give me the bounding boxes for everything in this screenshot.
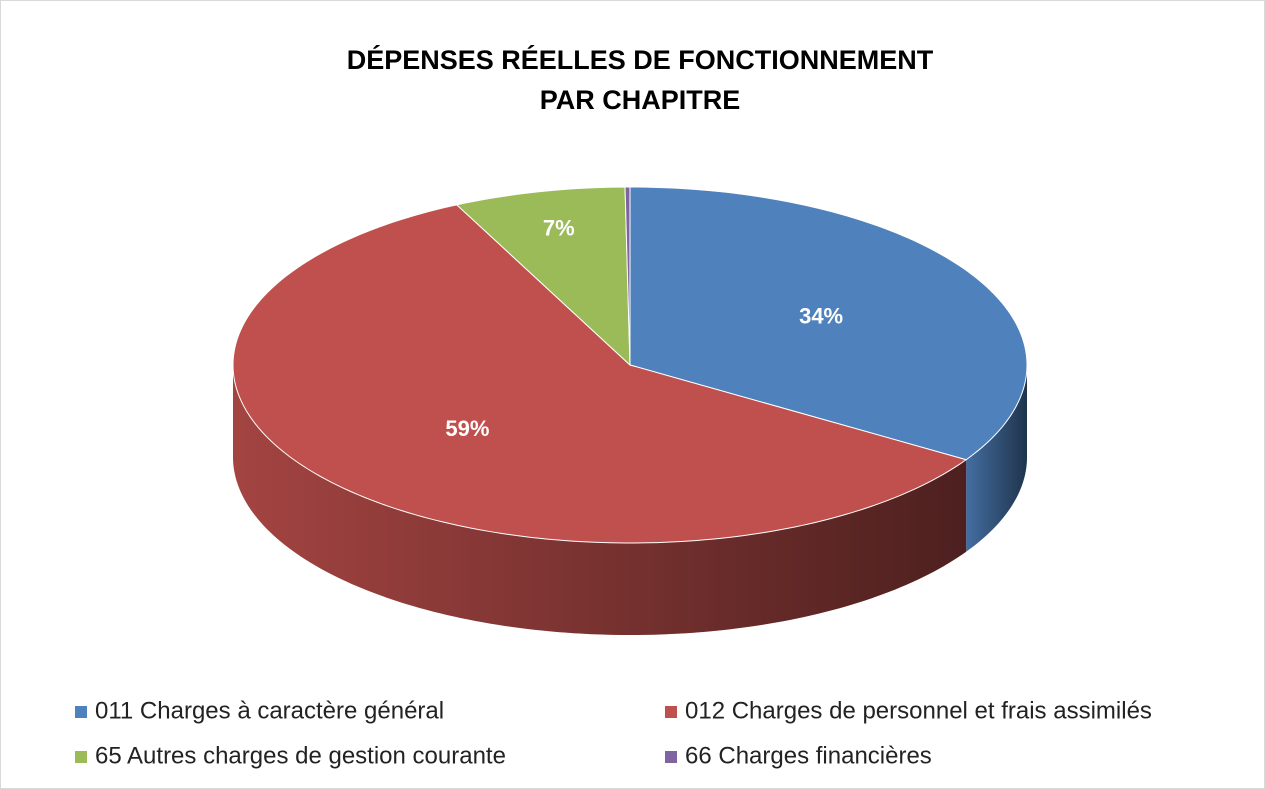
slice: [629, 186, 1028, 461]
chart-title: PAR CHAPITRE: [540, 85, 741, 115]
slice: [624, 186, 631, 366]
chart-title: DÉPENSES RÉELLES DE FONCTIONNEMENT: [347, 44, 934, 75]
data-label: 59%: [445, 416, 489, 441]
legend-label: 66 Charges financières: [685, 742, 932, 769]
legend-swatch: [75, 706, 87, 718]
slice-side-shade: [233, 365, 967, 635]
legend-label: 65 Autres charges de gestion courante: [95, 742, 506, 769]
legend-label: 011 Charges à caractère général: [95, 697, 444, 724]
pie: 34% 59% 7%: [232, 186, 1028, 635]
legend: 011 Charges à caractère général 012 Charg…: [75, 697, 1152, 769]
slice-side-shade: [966, 365, 1027, 552]
legend-label: 012 Charges de personnel et frais assimi…: [685, 697, 1152, 724]
data-label: 7%: [543, 216, 575, 241]
data-label: 34%: [799, 303, 843, 328]
slice: [232, 204, 968, 544]
legend-swatch: [665, 706, 677, 718]
legend-swatch: [75, 751, 87, 763]
legend-swatch: [665, 751, 677, 763]
slice: [455, 186, 631, 367]
